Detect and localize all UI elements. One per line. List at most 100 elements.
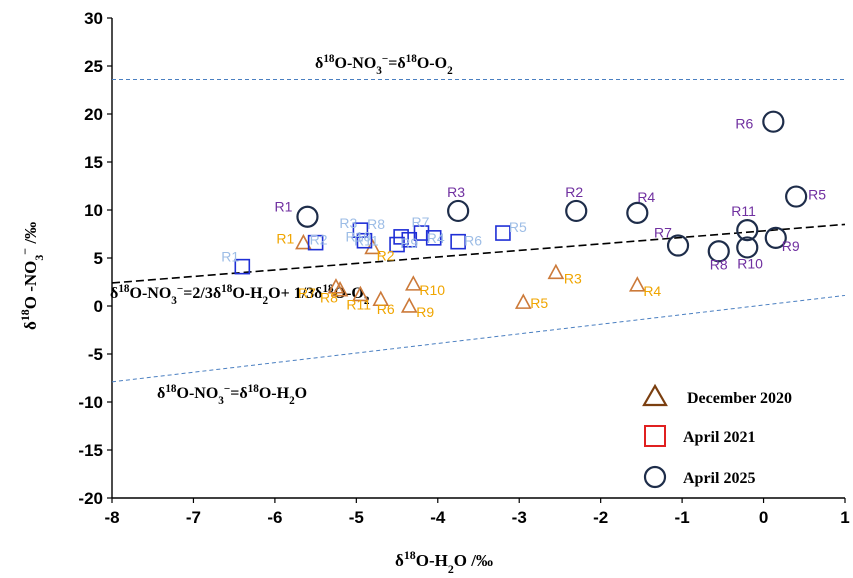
axis-titles: δ18O-H2O /‰δ18O -NO3− /‰: [18, 222, 493, 576]
axis-title-part: /‰: [21, 222, 40, 248]
point-label: R2: [377, 247, 395, 263]
circle-marker: [762, 110, 785, 133]
axis-title-part: 18: [18, 309, 32, 321]
annotation-part: 2: [263, 295, 269, 307]
annotation-part: 3: [376, 65, 382, 77]
mixing-line: [111, 223, 846, 284]
triangle-marker: [364, 238, 381, 255]
point-label: R11: [731, 203, 756, 219]
circle-marker: [764, 226, 787, 249]
circle-marker: [565, 199, 588, 223]
annotation-part: O-NO: [177, 385, 219, 402]
circle-marker: [296, 205, 319, 228]
triangle-marker: [514, 293, 532, 309]
axes: -8 -7 -6 -5 -4 -3 -2 -1 0 1-20-15-10-505101520253…: [78, 9, 849, 527]
line-annotations: δ18O-NO3−=δ18O-O2δ18O-NO3−=2/3δ18O-H2O+ …: [110, 53, 453, 407]
legend: December 2020 April 2021 April 2025: [642, 383, 792, 489]
annotation-part: =2/3δ: [183, 285, 221, 302]
annotation-part: O+ 1/3δ: [268, 285, 322, 302]
annotation-part: 18: [248, 383, 260, 395]
axis-title-part: O-H: [416, 551, 448, 570]
point-label: R8: [367, 216, 385, 232]
point-label: R1: [276, 231, 294, 247]
axis-title-part: O /‰: [454, 551, 493, 570]
annotation-part: 3: [218, 395, 224, 407]
annotation-part: O: [295, 385, 307, 402]
axis-title-part: δ: [395, 551, 404, 570]
triangle-marker: [400, 297, 418, 313]
annotation-part: O-NO: [335, 55, 377, 72]
legend-label: April 2025: [683, 470, 755, 487]
y-tick-label: -15: [78, 441, 103, 460]
water-line: [111, 294, 846, 383]
triangle-marker: [405, 275, 422, 291]
point-label: R5: [808, 187, 826, 203]
point-label: R4: [643, 283, 661, 299]
y-tick-label: 15: [84, 153, 103, 172]
x-tick-label: 1: [840, 508, 849, 527]
annotation-part: δ: [157, 385, 165, 402]
point-label: R2: [565, 184, 583, 200]
point-label: R8: [710, 256, 728, 272]
x-tick-label: -6: [267, 508, 282, 527]
y-tick-label: -20: [78, 489, 103, 508]
annotation-part: 18: [221, 283, 233, 295]
circle-marker: [626, 201, 649, 224]
circle-marker: [736, 219, 759, 242]
x-tick-label: -2: [593, 508, 608, 527]
triangle-marker: [327, 278, 345, 294]
point-label: R8: [320, 290, 338, 306]
axis-title-part: 18: [404, 548, 416, 562]
point-label: R7: [654, 225, 672, 241]
point-label: R9: [400, 235, 418, 251]
x-tick-label: -7: [186, 508, 201, 527]
point-label: R9: [782, 238, 800, 254]
point-label: R9: [416, 304, 434, 320]
circle-marker: [666, 234, 690, 257]
y-axis-title: δ18O -NO3− /‰: [18, 222, 46, 330]
x-tick-label: -4: [430, 508, 446, 527]
point-label: R4: [427, 230, 445, 246]
circle-marker: [447, 199, 470, 223]
point-label: R2: [310, 232, 328, 248]
annotation-part: 3: [171, 295, 177, 307]
point-label: R6: [377, 301, 395, 317]
point-label: R10: [737, 255, 763, 271]
y-tick-label: 0: [94, 297, 103, 316]
square-marker: [401, 231, 418, 248]
triangle-marker: [295, 233, 312, 250]
legend-square-icon: [644, 425, 666, 447]
y-tick-label: 5: [94, 249, 103, 268]
triangle-marker: [352, 285, 369, 302]
annotation-part: δ: [315, 55, 323, 72]
annotation-part: 2: [447, 65, 453, 77]
point-label: R10: [345, 229, 371, 245]
point-label: R7: [411, 214, 429, 230]
annotation-part: =δ: [230, 385, 247, 402]
annotation-part: O-H: [259, 385, 290, 402]
square-marker: [352, 222, 369, 238]
point-label: R11: [354, 233, 379, 249]
triangle-marker: [547, 263, 565, 280]
annotation-part: 18: [118, 283, 130, 295]
axis-title-part: −: [18, 248, 32, 255]
legend-triangle-icon: [642, 383, 668, 407]
annotation-part: δ: [110, 285, 118, 302]
annotation-part: 18: [322, 283, 334, 295]
annotation-part: 2: [289, 395, 295, 407]
x-tick-label: -1: [675, 508, 690, 527]
point-label: R7: [298, 285, 316, 301]
y-tick-label: -5: [88, 345, 103, 364]
y-tick-label: 30: [84, 9, 103, 28]
square-marker: [234, 258, 251, 275]
point-label: R11: [346, 296, 371, 312]
x-tick-label: -3: [512, 508, 527, 527]
point-label: R3: [339, 215, 357, 231]
square-marker: [307, 234, 324, 251]
annotation-part: −: [224, 383, 230, 395]
circle-marker: [785, 185, 808, 208]
point-label: R3: [564, 270, 582, 286]
annotation-part: O-O: [417, 55, 447, 72]
legend-label: April 2021: [683, 429, 755, 446]
